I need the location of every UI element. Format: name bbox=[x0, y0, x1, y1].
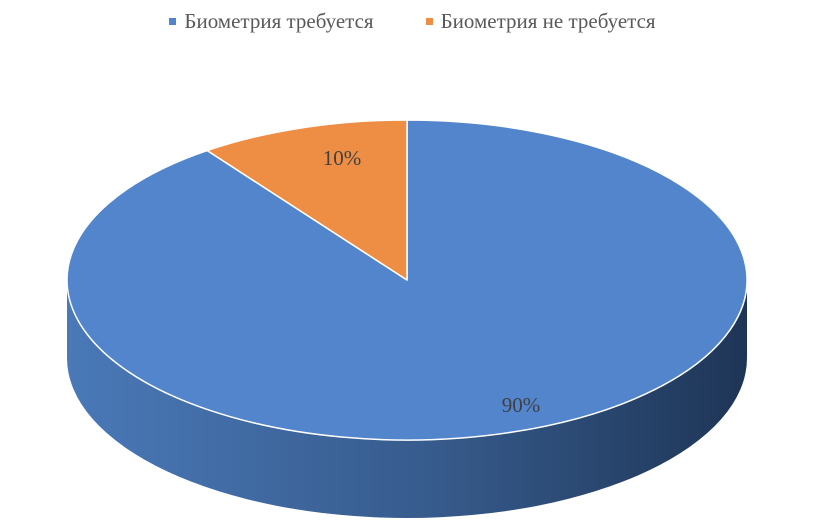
data-label-biometry-not-required: 10% bbox=[323, 146, 362, 170]
pie-label-layer: 90% 10% bbox=[323, 146, 541, 417]
legend: Биометрия требуется Биометрия не требует… bbox=[0, 9, 825, 34]
legend-swatch-biometry-not-required bbox=[425, 18, 433, 25]
legend-label-biometry-required: Биометрия требуется bbox=[184, 9, 374, 33]
pie-top-layer bbox=[66, 119, 748, 441]
pie-slice-biometry-not-required bbox=[206, 119, 408, 281]
pie-side-layer bbox=[67, 280, 747, 518]
legend-entry-biometry-required: Биометрия требуется bbox=[169, 9, 374, 34]
legend-swatch-biometry-required bbox=[169, 18, 177, 25]
legend-entry-biometry-not-required: Биометрия не требуется bbox=[425, 9, 656, 34]
data-label-biometry-required: 90% bbox=[502, 393, 541, 417]
legend-label-biometry-not-required: Биометрия не требуется bbox=[440, 9, 656, 33]
pie-side-biometry-required bbox=[67, 280, 747, 518]
